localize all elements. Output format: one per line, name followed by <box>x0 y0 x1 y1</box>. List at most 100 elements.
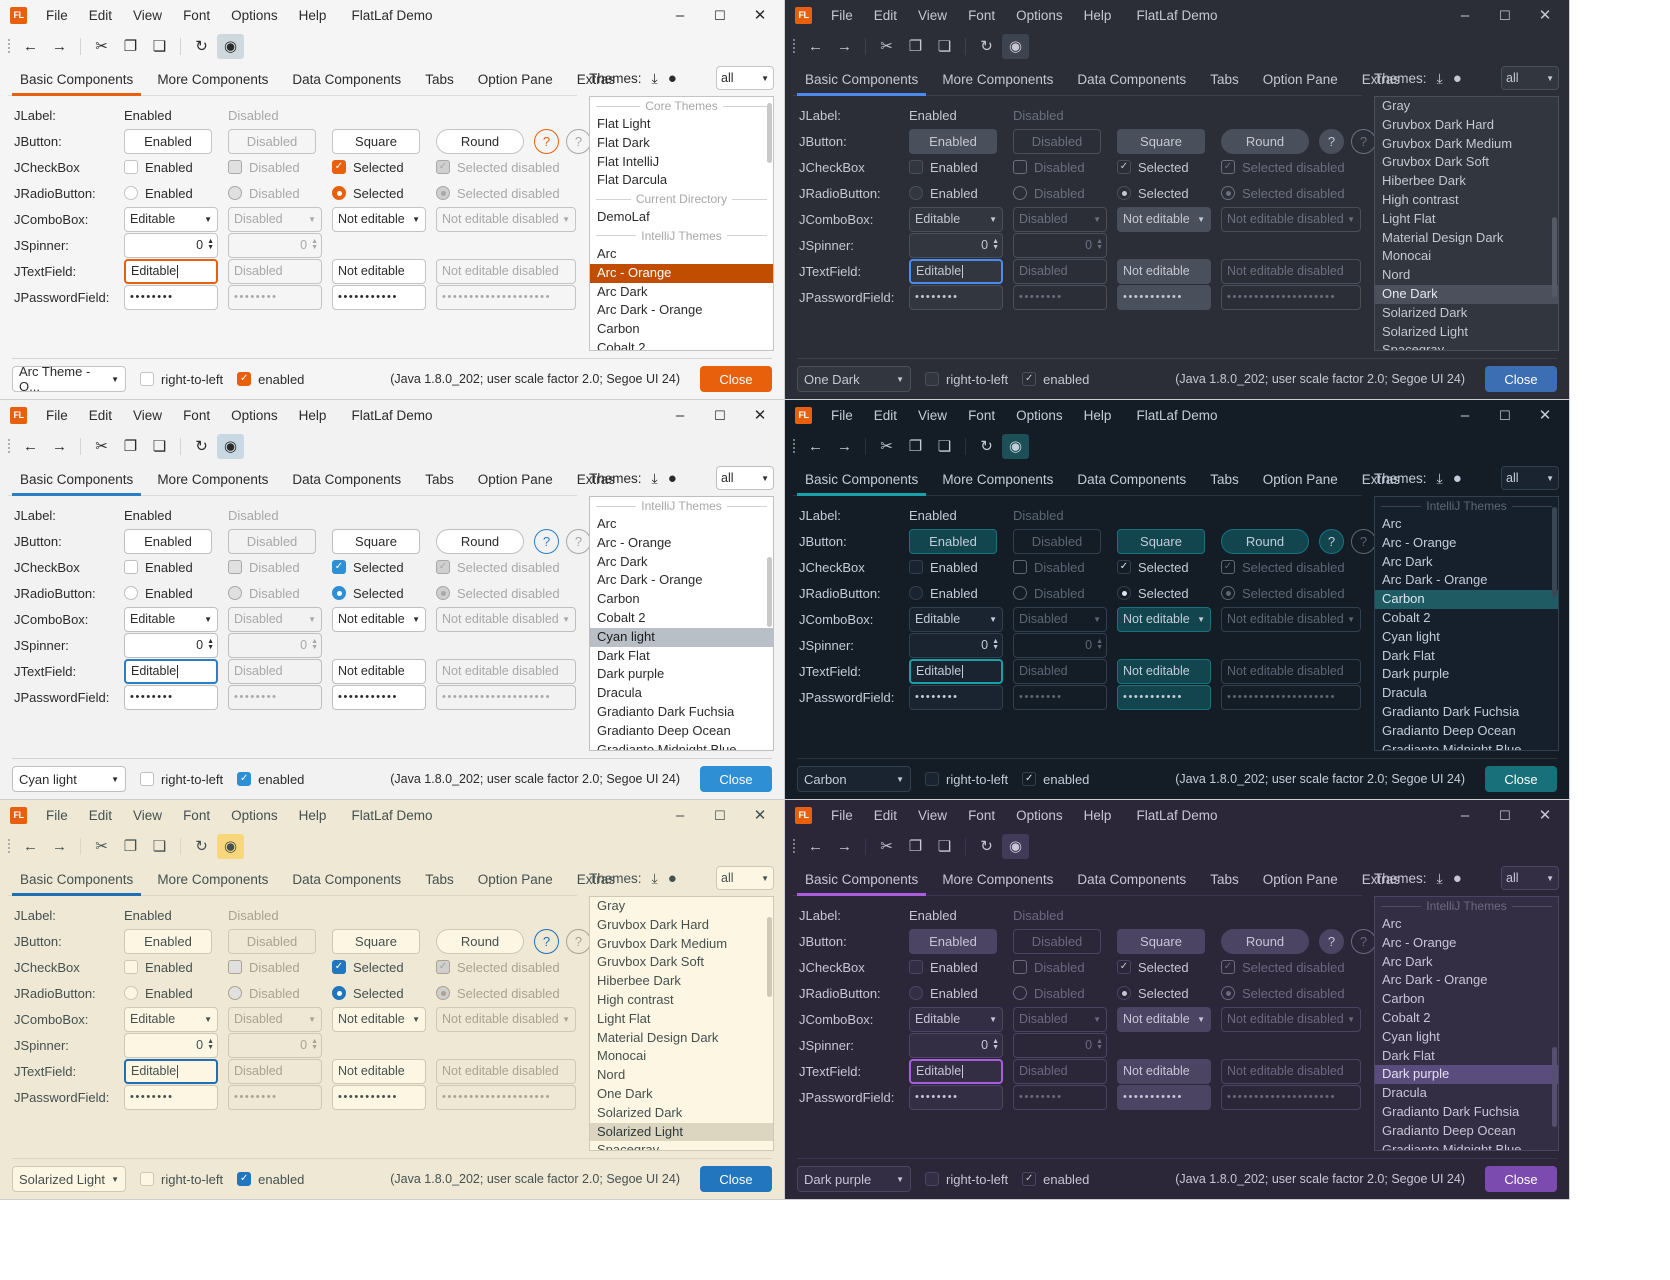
checkbox-box[interactable]: ✓ <box>237 1172 252 1186</box>
textfield-not-editable[interactable]: Not editable <box>332 1058 426 1084</box>
paste-icon[interactable]: ❏ <box>152 838 167 855</box>
passwordfield-not-editable[interactable]: ••••••••••• <box>1117 1084 1211 1110</box>
toolbar-grip[interactable] <box>6 38 11 55</box>
theme-list-item[interactable]: Dark purple <box>1382 666 1450 682</box>
checkbox-box[interactable] <box>925 1172 939 1186</box>
checkbox-selected[interactable]: ✓ <box>1117 560 1131 574</box>
tab-option-pane[interactable]: Option Pane <box>477 72 553 87</box>
close-button-icon[interactable]: ✕ <box>753 6 767 24</box>
right-to-left-checkbox[interactable]: right-to-left <box>140 1172 223 1187</box>
textfield-editable[interactable]: Editable <box>124 258 218 284</box>
chevron-down-icon[interactable]: ▼ <box>1546 73 1554 83</box>
chevron-down-icon[interactable]: ▼ <box>412 1014 420 1024</box>
square-button[interactable]: Square <box>1117 928 1205 954</box>
combobox-not-editable[interactable]: Not editable ▼ <box>332 606 426 632</box>
theme-list-item[interactable]: Arc - Orange <box>597 534 672 550</box>
checkbox-enabled[interactable] <box>909 960 923 974</box>
theme-list-item[interactable]: Flat Darcula <box>597 172 668 188</box>
theme-list-item[interactable]: Solarized Dark <box>597 1104 683 1120</box>
back-arrow-icon[interactable]: ← <box>808 437 823 455</box>
theme-list-item[interactable]: Arc Dark <box>1382 953 1433 969</box>
tab-more-components[interactable]: More Components <box>157 472 269 487</box>
theme-list-item[interactable]: Dark Flat <box>597 647 650 663</box>
theme-list-item[interactable]: Gradianto Deep Ocean <box>597 722 731 738</box>
checkbox-selected[interactable]: ✓ <box>332 960 346 974</box>
scrollbar-thumb[interactable] <box>767 917 772 997</box>
scrollbar-thumb[interactable] <box>767 103 772 163</box>
chevron-down-icon[interactable]: ▼ <box>896 374 904 384</box>
checkbox-enabled[interactable] <box>124 560 138 574</box>
radio-selected[interactable] <box>332 186 346 200</box>
theme-list-item[interactable]: Solarized Dark <box>1382 304 1468 320</box>
download-icon[interactable]: ⤓ <box>1436 869 1443 886</box>
back-arrow-icon[interactable]: ← <box>23 437 38 455</box>
theme-list-item[interactable]: Material Design Dark <box>1382 229 1504 245</box>
preview-eye-icon[interactable]: ◉ <box>1002 833 1029 859</box>
theme-list-item[interactable]: DemoLaf <box>597 209 650 225</box>
menu-item-help[interactable]: Help <box>298 7 327 23</box>
tab-tabs[interactable]: Tabs <box>1210 472 1239 487</box>
square-button[interactable]: Square <box>332 928 420 954</box>
passwordfield-not-editable[interactable]: ••••••••••• <box>332 284 426 310</box>
close-button-icon[interactable]: ✕ <box>1538 406 1552 424</box>
radio-enabled[interactable] <box>909 586 923 600</box>
tab-data-components[interactable]: Data Components <box>1077 872 1187 887</box>
cut-icon[interactable]: ✂ <box>95 38 108 55</box>
right-to-left-checkbox[interactable]: right-to-left <box>925 772 1008 787</box>
combobox-editable[interactable]: Editable ▼ <box>909 1006 1003 1032</box>
enabled-checkbox[interactable]: ✓ enabled <box>237 1172 304 1187</box>
spinner-enabled[interactable]: 0 ▲ ▼ <box>909 632 1003 658</box>
copy-icon[interactable]: ❐ <box>123 38 138 55</box>
checkbox-box[interactable] <box>140 1172 154 1186</box>
themes-list-scrollbar[interactable] <box>766 97 773 350</box>
chevron-down-icon[interactable]: ▼ <box>111 1174 119 1184</box>
chevron-down-icon[interactable]: ▼ <box>989 1014 997 1024</box>
help-button-enabled[interactable]: ? <box>1319 928 1344 954</box>
toolbar-grip[interactable] <box>791 438 796 455</box>
menu-item-font[interactable]: Font <box>968 407 996 423</box>
download-icon[interactable]: ⤓ <box>651 869 658 886</box>
copy-icon[interactable]: ❐ <box>908 438 923 455</box>
enabled-button[interactable]: Enabled <box>909 528 997 554</box>
enabled-button[interactable]: Enabled <box>124 928 212 954</box>
theme-list-item[interactable]: Carbon <box>1382 991 1425 1007</box>
scrollbar-thumb[interactable] <box>1552 507 1557 597</box>
toolbar-grip[interactable] <box>6 838 11 855</box>
preview-eye-icon[interactable]: ◉ <box>1002 433 1029 459</box>
paste-icon[interactable]: ❏ <box>152 38 167 55</box>
theme-list-item[interactable]: Gray <box>1382 98 1411 113</box>
theme-list-item[interactable]: Dark purple <box>1375 1065 1558 1085</box>
close-dialog-button[interactable]: Close <box>1485 766 1557 792</box>
maximize-button-icon[interactable]: ☐ <box>714 407 726 423</box>
theme-list-item[interactable]: Flat Light <box>597 116 651 131</box>
theme-list-item[interactable]: Arc <box>597 245 617 261</box>
download-icon[interactable]: ⤓ <box>1436 469 1443 486</box>
menu-item-file[interactable]: File <box>831 807 853 823</box>
menu-item-file[interactable]: File <box>831 7 853 23</box>
checkbox-box[interactable] <box>925 772 939 786</box>
chevron-down-icon[interactable]: ▼ <box>412 614 420 624</box>
menu-item-options[interactable]: Options <box>1016 407 1063 423</box>
enabled-checkbox[interactable]: ✓ enabled <box>1022 372 1089 387</box>
preview-eye-icon[interactable]: ◉ <box>217 833 244 859</box>
refresh-icon[interactable]: ↻ <box>195 38 208 55</box>
theme-selector-combobox[interactable]: Cyan light ▼ <box>12 766 126 792</box>
theme-list-item[interactable]: Arc Dark - Orange <box>1382 572 1488 588</box>
theme-list-item[interactable]: Arc Dark - Orange <box>597 572 703 588</box>
passwordfield-editable[interactable]: •••••••• <box>909 684 1003 710</box>
right-to-left-checkbox[interactable]: right-to-left <box>140 772 223 787</box>
enabled-button[interactable]: Enabled <box>124 528 212 554</box>
menu-item-help[interactable]: Help <box>1083 7 1112 23</box>
theme-list-item[interactable]: Arc <box>1382 916 1402 931</box>
combobox-not-editable[interactable]: Not editable ▼ <box>1117 1006 1211 1032</box>
menu-item-help[interactable]: Help <box>1083 407 1112 423</box>
tab-basic-components[interactable]: Basic Components <box>8 72 145 96</box>
menu-item-view[interactable]: View <box>918 407 948 423</box>
menu-item-file[interactable]: File <box>46 807 68 823</box>
theme-list-item[interactable]: Arc - Orange <box>1382 934 1457 950</box>
theme-list-item[interactable]: Arc <box>597 516 617 531</box>
checkbox-selected[interactable]: ✓ <box>332 160 346 174</box>
theme-list-item[interactable]: Flat IntelliJ <box>597 153 660 169</box>
theme-list-item[interactable]: Carbon <box>597 591 640 607</box>
theme-list-item[interactable]: Gradianto Dark Fuchsia <box>1382 703 1520 719</box>
